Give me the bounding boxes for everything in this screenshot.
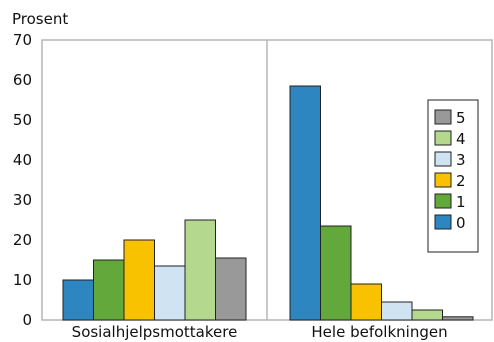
legend-label-4: 4 xyxy=(456,130,466,148)
y-tick-labels: 0 10 20 30 40 50 60 70 xyxy=(13,31,32,329)
legend-swatch-4 xyxy=(434,130,452,146)
y-tick-label: 60 xyxy=(13,71,32,89)
bar-befolkning-3 xyxy=(381,301,413,321)
bar-sosialhjelp-5 xyxy=(215,257,247,321)
bar-sosialhjelp-1 xyxy=(93,259,125,321)
legend: 5 4 3 2 1 0 xyxy=(427,99,479,253)
bar-befolkning-1 xyxy=(320,225,352,321)
y-tick-label: 40 xyxy=(13,151,32,169)
bar-befolkning-5 xyxy=(442,316,474,321)
legend-label-2: 2 xyxy=(456,172,466,190)
y-tick-label: 50 xyxy=(13,111,32,129)
legend-swatch-0 xyxy=(434,214,452,230)
y-tick-label: 0 xyxy=(22,311,32,329)
legend-swatch-5 xyxy=(434,109,452,125)
bar-befolkning-4 xyxy=(411,309,443,321)
bar-sosialhjelp-3 xyxy=(154,265,186,321)
y-axis-label: Prosent xyxy=(12,10,68,28)
legend-label-5: 5 xyxy=(456,109,466,127)
bar-sosialhjelp-4 xyxy=(184,219,216,321)
bar-sosialhjelp-2 xyxy=(123,239,155,321)
legend-swatch-2 xyxy=(434,172,452,188)
bars xyxy=(62,85,474,321)
y-tick-label: 10 xyxy=(13,271,32,289)
bar-befolkning-0 xyxy=(289,85,321,321)
bar-sosialhjelp-0 xyxy=(62,279,94,321)
bar-befolkning-2 xyxy=(350,283,382,321)
legend-label-3: 3 xyxy=(456,151,466,169)
legend-label-1: 1 xyxy=(456,193,466,211)
category-label: Hele befolkningen xyxy=(311,323,447,341)
y-tick-label: 30 xyxy=(13,191,32,209)
plot-area xyxy=(41,39,493,321)
category-labels: Sosialhjelpsmottakere Hele befolkningen xyxy=(72,323,448,341)
category-label: Sosialhjelpsmottakere xyxy=(72,323,238,341)
legend-label-0: 0 xyxy=(456,214,466,232)
y-tick-label: 20 xyxy=(13,231,32,249)
legend-swatch-1 xyxy=(434,193,452,209)
y-tick-label: 70 xyxy=(13,31,32,49)
legend-swatch-3 xyxy=(434,151,452,167)
